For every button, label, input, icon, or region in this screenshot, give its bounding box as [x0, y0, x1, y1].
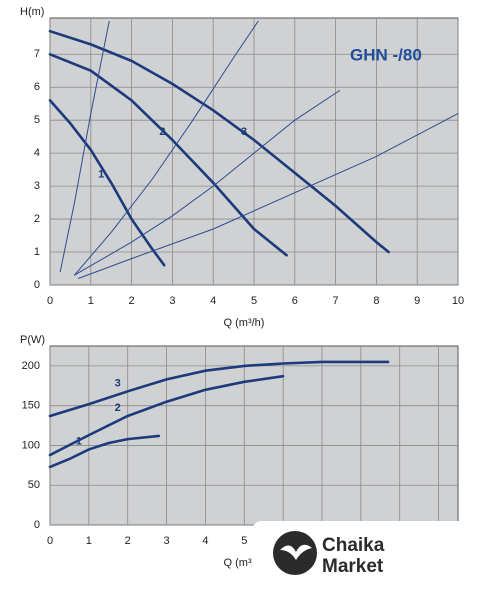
- legend-label: 2: [159, 126, 165, 138]
- x-tick-label: 8: [373, 295, 379, 307]
- x-tick-label: 2: [129, 295, 135, 307]
- y-tick-label: 5: [34, 114, 40, 126]
- y-tick-label: 7: [34, 48, 40, 60]
- legend-label: 3: [115, 377, 121, 389]
- x-tick-label: 5: [241, 535, 247, 547]
- y-tick-label: 50: [28, 479, 40, 491]
- x-tick-label: 0: [47, 535, 53, 547]
- x-tick-label: 1: [88, 295, 94, 307]
- watermark-text: Market: [322, 556, 384, 577]
- y-tick-label: 0: [34, 279, 40, 291]
- x-tick-label: 6: [292, 295, 298, 307]
- y-tick-label: 4: [34, 147, 40, 159]
- x-tick-label: 5: [251, 295, 257, 307]
- watermark-bird: [280, 544, 312, 560]
- curve: [78, 113, 459, 279]
- x-tick-label: 9: [414, 295, 420, 307]
- x-tick-label: 0: [47, 295, 53, 307]
- curve: [48, 29, 390, 254]
- x-tick-label: 3: [169, 295, 175, 307]
- y-tick-label: 100: [22, 439, 40, 451]
- curve: [48, 99, 166, 267]
- legend-label: 1: [98, 169, 104, 181]
- legend-label: 2: [115, 402, 121, 414]
- curve: [48, 374, 285, 457]
- plot-area: [49, 345, 459, 526]
- curve: [48, 53, 288, 257]
- curve: [74, 20, 259, 276]
- curve: [59, 20, 110, 273]
- y-tick-label: 3: [34, 180, 40, 192]
- y-tick-label: 0: [34, 519, 40, 531]
- x-tick-label: 2: [125, 535, 131, 547]
- legend-label: 3: [241, 126, 247, 138]
- y-axis-label: H(m): [20, 6, 44, 18]
- curve: [48, 434, 161, 469]
- y-tick-label: 1: [34, 246, 40, 258]
- y-tick-label: 200: [22, 360, 40, 372]
- y-tick-label: 6: [34, 81, 40, 93]
- curve: [48, 360, 390, 418]
- watermark-text: Chaika: [322, 535, 385, 556]
- x-tick-label: 3: [164, 535, 170, 547]
- y-tick-label: 2: [34, 213, 40, 225]
- x-tick-label: 4: [210, 295, 216, 307]
- x-tick-label: 1: [86, 535, 92, 547]
- curve: [74, 90, 341, 276]
- x-tick-label: 7: [333, 295, 339, 307]
- chart-title: GHN -/80: [350, 45, 422, 64]
- x-tick-label: 10: [452, 295, 464, 307]
- y-axis-label: P(W): [20, 334, 45, 346]
- x-tick-label: 4: [202, 535, 208, 547]
- y-tick-label: 150: [22, 400, 40, 412]
- watermark: Chaika Market: [252, 521, 484, 590]
- x-axis-label: Q (m³/h): [224, 317, 265, 329]
